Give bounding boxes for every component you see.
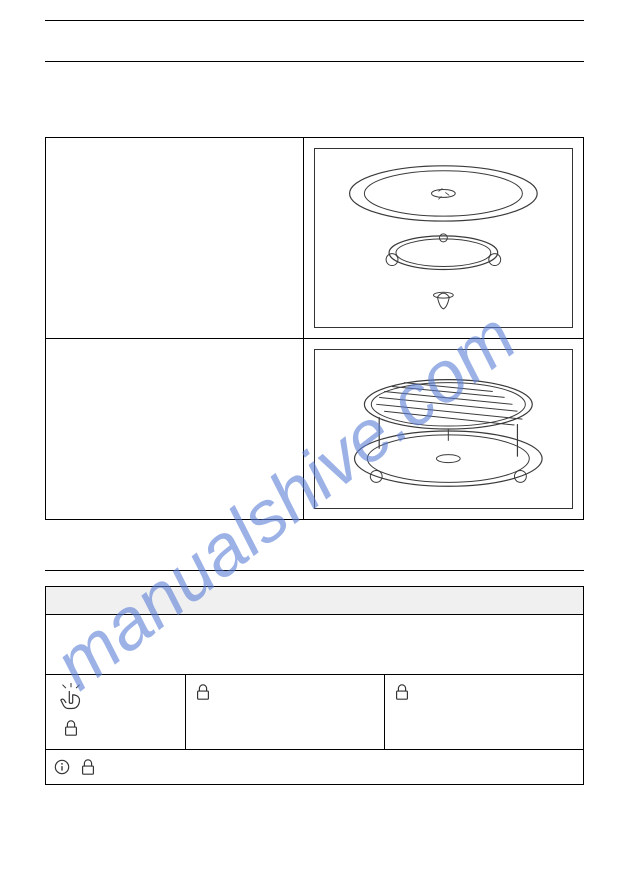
lock-state-cell — [185, 674, 384, 749]
table-row — [46, 138, 584, 339]
table-header-row — [46, 586, 584, 614]
child-lock-table — [45, 586, 584, 785]
lock-icon — [393, 683, 411, 701]
vertical-spacer — [45, 77, 584, 137]
table-footer-row — [46, 749, 584, 784]
page-container — [0, 0, 629, 805]
accessory-description-cell — [46, 338, 304, 519]
table-footer-cell — [46, 749, 584, 784]
section-divider — [45, 570, 584, 571]
lock-state-cell — [384, 674, 583, 749]
grill-rack-drawing — [315, 350, 572, 508]
lock-icon — [79, 758, 97, 776]
accessory-image-cell — [304, 138, 584, 339]
grill-rack-illustration — [314, 349, 573, 509]
lock-icon — [62, 719, 80, 737]
press-hand-icon — [54, 683, 88, 717]
lock-icon — [194, 683, 212, 701]
top-rule — [45, 20, 584, 21]
accessory-description-cell — [46, 138, 304, 339]
turntable-assembly-drawing — [315, 149, 572, 327]
table-body-cell — [46, 614, 584, 674]
table-header-cell — [46, 586, 584, 614]
table-row — [46, 338, 584, 519]
accessories-table — [45, 137, 584, 520]
accessory-image-cell — [304, 338, 584, 519]
vertical-spacer — [45, 520, 584, 555]
table-row — [46, 614, 584, 674]
info-circle-icon — [54, 759, 70, 775]
table-icon-row — [46, 674, 584, 749]
turntable-illustration — [314, 148, 573, 328]
section-divider — [45, 61, 584, 62]
press-action-cell — [46, 674, 186, 749]
